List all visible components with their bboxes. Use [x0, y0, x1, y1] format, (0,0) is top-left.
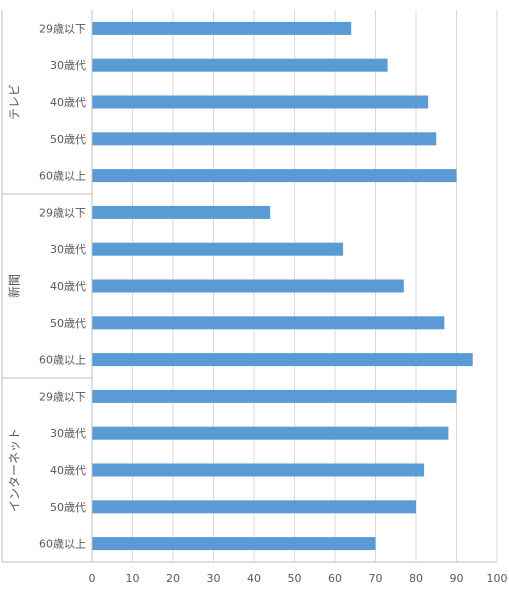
x-tick-label: 40: [247, 572, 261, 585]
y-category-label: 50歳代: [50, 133, 86, 146]
y-category-label: 40歳代: [50, 96, 86, 109]
x-tick-label: 50: [288, 572, 302, 585]
bar: [92, 389, 457, 403]
group-label: 新聞: [7, 274, 22, 298]
y-category-label: 29歳以下: [39, 206, 86, 219]
x-tick-label: 70: [369, 572, 383, 585]
group-label: インターネット: [8, 428, 22, 512]
bar: [92, 463, 425, 477]
bar: [92, 353, 473, 367]
x-tick-label: 20: [166, 572, 180, 585]
y-category-label: 50歳代: [50, 501, 86, 514]
bar: [92, 205, 271, 219]
x-tick-label: 100: [487, 572, 508, 585]
x-tick-label: 30: [207, 572, 221, 585]
x-tick-label: 60: [328, 572, 342, 585]
bar: [92, 242, 344, 256]
y-category-label: 30歳代: [50, 427, 86, 440]
y-category-label: 40歳代: [50, 464, 86, 477]
y-category-label: 60歳以上: [39, 538, 86, 551]
bar: [92, 500, 416, 514]
x-tick-label: 10: [126, 572, 140, 585]
x-tick-label: 0: [89, 572, 96, 585]
bar: [92, 95, 429, 109]
bar: [92, 279, 404, 293]
bar: [92, 58, 388, 72]
bar: [92, 426, 449, 440]
y-category-label: 40歳代: [50, 280, 86, 293]
y-category-label: 60歳以上: [39, 170, 86, 183]
y-category-label: 29歳以下: [39, 22, 86, 35]
y-category-label: 29歳以下: [39, 390, 86, 403]
bar: [92, 316, 445, 330]
bar: [92, 21, 352, 35]
bar: [92, 537, 376, 551]
x-tick-label: 90: [450, 572, 464, 585]
group-label: テレビ: [8, 84, 22, 120]
bar: [92, 169, 457, 183]
y-category-label: 30歳代: [50, 59, 86, 72]
x-tick-label: 80: [409, 572, 423, 585]
y-category-label: 60歳以上: [39, 354, 86, 367]
y-category-label: 30歳代: [50, 243, 86, 256]
y-category-label: 50歳代: [50, 317, 86, 330]
bar: [92, 132, 437, 146]
